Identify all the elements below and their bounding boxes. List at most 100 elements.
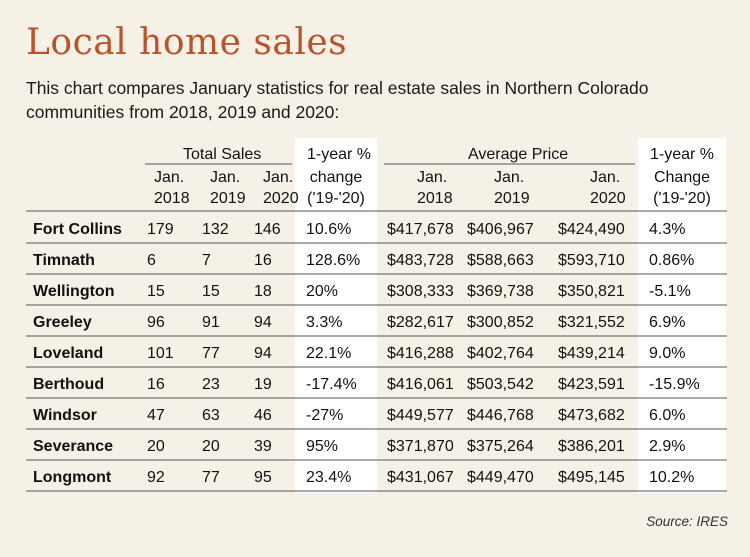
table-cell-3-5: $308,333: [387, 283, 454, 300]
table-cell-6-3: 19: [254, 376, 272, 393]
column-header-8-line-2: ('19-'20): [653, 190, 711, 207]
table-cell-8-5: $371,870: [387, 438, 454, 455]
table-cell-5-7: $439,214: [558, 345, 625, 362]
table-cell-5-1: 101: [147, 345, 174, 362]
table-cell-5-5: $416,288: [387, 345, 454, 362]
table-cell-1-2: 132: [202, 221, 229, 238]
table-cell-7-4: -27%: [306, 407, 343, 424]
table-cell-6-8: -15.9%: [649, 376, 700, 393]
column-header-3-line-1: Jan.: [263, 169, 293, 186]
column-header-7-line-1: Jan.: [590, 169, 620, 186]
table-cell-6-6: $503,542: [467, 376, 534, 393]
table-cell-8-3: 39: [254, 438, 272, 455]
table-cell-2-1: 6: [147, 252, 156, 269]
table-cell-2-3: 16: [254, 252, 272, 269]
table-cell-9-6: $449,470: [467, 469, 534, 486]
table-cell-5-2: 77: [202, 345, 220, 362]
column-header-4-line-2: ('19-'20): [307, 190, 365, 207]
row-label-2: Timnath: [33, 252, 95, 269]
row-label-8: Severance: [33, 438, 113, 455]
table-cell-6-1: 16: [147, 376, 165, 393]
chart-subtitle: This chart compares January statistics f…: [26, 78, 649, 122]
column-header-1-line-2: 2018: [154, 190, 190, 207]
table-cell-7-8: 6.0%: [649, 407, 685, 424]
table-cell-9-5: $431,067: [387, 469, 454, 486]
table-cell-1-3: 146: [254, 221, 281, 238]
column-header-6-line-1: Jan.: [494, 169, 524, 186]
column-header-7-line-2: 2020: [590, 190, 626, 207]
table-cell-6-5: $416,061: [387, 376, 454, 393]
column-header-2-line-2: 2019: [210, 190, 246, 207]
group-header-average-price: Average Price: [468, 146, 568, 163]
table-cell-5-6: $402,764: [467, 345, 534, 362]
table-cell-6-4: -17.4%: [306, 376, 357, 393]
table-cell-3-8: -5.1%: [649, 283, 691, 300]
table-cell-2-7: $593,710: [558, 252, 625, 269]
table-cell-9-4: 23.4%: [306, 469, 351, 486]
table-cell-2-4: 128.6%: [306, 252, 360, 269]
table-cell-8-6: $375,264: [467, 438, 534, 455]
table-cell-7-3: 46: [254, 407, 272, 424]
column-header-6-line-2: 2019: [494, 190, 530, 207]
column-header-8-line-1: Change: [654, 169, 710, 186]
table-cell-4-3: 94: [254, 314, 272, 331]
table-cell-4-2: 91: [202, 314, 220, 331]
source-note: Source: IRES: [646, 514, 728, 529]
table-cell-7-2: 63: [202, 407, 220, 424]
table-cell-7-6: $446,768: [467, 407, 534, 424]
table-cell-9-1: 92: [147, 469, 165, 486]
table-cell-1-7: $424,490: [558, 221, 625, 238]
table-cell-3-1: 15: [147, 283, 165, 300]
table-cell-5-4: 22.1%: [306, 345, 351, 362]
table-cell-9-8: 10.2%: [649, 469, 694, 486]
table-cell-3-4: 20%: [306, 283, 338, 300]
table-cell-1-8: 4.3%: [649, 221, 685, 238]
table-cell-4-7: $321,552: [558, 314, 625, 331]
table-cell-8-4: 95%: [306, 438, 338, 455]
table-cell-7-7: $473,682: [558, 407, 625, 424]
table-cell-2-2: 7: [202, 252, 211, 269]
column-header-5-line-1: Jan.: [417, 169, 447, 186]
group-header-change-sales: 1-year %: [307, 146, 371, 163]
row-label-7: Windsor: [33, 407, 97, 424]
chart-title: Local home sales: [26, 22, 348, 63]
table-cell-5-8: 9.0%: [649, 345, 685, 362]
table-cell-9-7: $495,145: [558, 469, 625, 486]
group-header-change-price: 1-year %: [650, 146, 714, 163]
table-cell-8-2: 20: [202, 438, 220, 455]
table-cell-8-7: $386,201: [558, 438, 625, 455]
table-cell-8-1: 20: [147, 438, 165, 455]
table-cell-8-8: 2.9%: [649, 438, 685, 455]
table-cell-4-4: 3.3%: [306, 314, 342, 331]
table-cell-2-6: $588,663: [467, 252, 534, 269]
row-label-3: Wellington: [33, 283, 114, 300]
table-cell-4-6: $300,852: [467, 314, 534, 331]
column-header-1-line-1: Jan.: [154, 169, 184, 186]
table-cell-1-6: $406,967: [467, 221, 534, 238]
table-cell-1-4: 10.6%: [306, 221, 351, 238]
row-label-6: Berthoud: [33, 376, 104, 393]
table-cell-3-6: $369,738: [467, 283, 534, 300]
row-label-9: Longmont: [33, 469, 112, 486]
table-cell-4-5: $282,617: [387, 314, 454, 331]
group-header-total-sales: Total Sales: [183, 146, 261, 163]
column-header-4-line-1: change: [310, 169, 363, 186]
table-cell-9-3: 95: [254, 469, 272, 486]
table-cell-2-8: 0.86%: [649, 252, 694, 269]
column-header-5-line-2: 2018: [417, 190, 453, 207]
table-cell-2-5: $483,728: [387, 252, 454, 269]
table-cell-1-5: $417,678: [387, 221, 454, 238]
table-cell-3-3: 18: [254, 283, 272, 300]
row-label-1: Fort Collins: [33, 221, 122, 238]
row-label-5: Loveland: [33, 345, 103, 362]
column-header-3-line-2: 2020: [263, 190, 299, 207]
table-cell-9-2: 77: [202, 469, 220, 486]
table-cell-6-2: 23: [202, 376, 220, 393]
table-cell-6-7: $423,591: [558, 376, 625, 393]
table-cell-3-7: $350,821: [558, 283, 625, 300]
table-cell-4-1: 96: [147, 314, 165, 331]
highlight-column-2: [638, 138, 726, 493]
highlight-column-1: [295, 138, 377, 493]
table-cell-3-2: 15: [202, 283, 220, 300]
